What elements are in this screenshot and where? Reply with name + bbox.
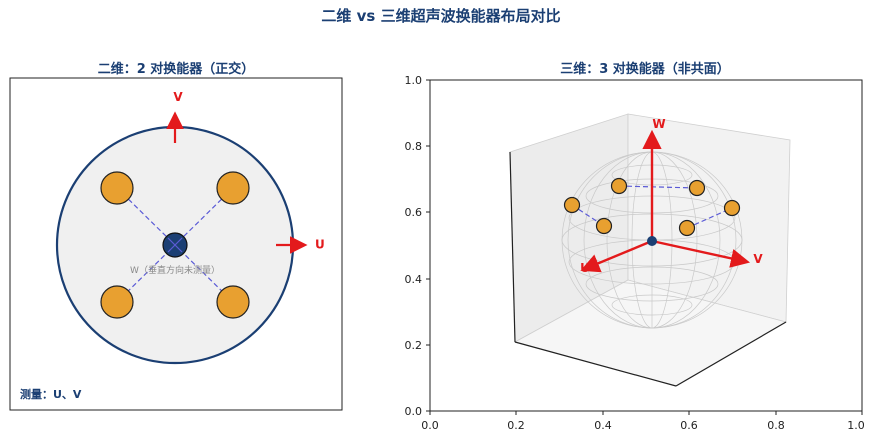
y-tick-label: 0.6 [405, 206, 423, 219]
u-axis-label: U [315, 238, 325, 252]
w-axis-label: W [652, 117, 665, 131]
x-ticks: 0.0 0.2 0.4 0.6 0.8 1.0 [421, 411, 865, 432]
panel-2d-title: 二维：2 对换能器（正交） [98, 61, 255, 77]
v-axis-arrow-3d [651, 239, 751, 268]
origin-dot [647, 236, 657, 246]
path-pair-a [571, 204, 605, 227]
x-tick-label: 0.0 [421, 419, 439, 432]
x-tick-label: 0.2 [507, 419, 525, 432]
v-axis-label: V [173, 90, 183, 104]
y-tick-label: 0.4 [405, 273, 423, 286]
transducer-top-right [216, 171, 250, 205]
transducer-bottom-left [100, 285, 134, 319]
y-tick-label: 0.2 [405, 339, 423, 352]
x-tick-label: 1.0 [847, 419, 865, 432]
transducer-3d-4 [688, 179, 706, 197]
y-tick-label: 0.0 [405, 405, 423, 418]
y-tick-label: 0.8 [405, 140, 423, 153]
transducer-3d-2 [595, 217, 613, 235]
measure-text: 测量：U、V [20, 387, 82, 401]
transducer-3d-1 [563, 196, 581, 214]
x-tick-label: 0.8 [767, 419, 785, 432]
transducer-3d-3 [610, 177, 628, 195]
center-cross [167, 237, 183, 253]
w-not-measured-note: W（垂直方向未测量） [130, 264, 220, 276]
y-ticks: 0.0 0.2 0.4 0.6 0.8 1.0 [405, 74, 430, 418]
u-axis-arrow-3d [580, 239, 653, 273]
transducer-top-left [100, 171, 134, 205]
v-axis-label-3d: V [753, 252, 763, 266]
panel-3d-title: 三维：3 对换能器（非共面） [560, 61, 730, 77]
transducer-paths-3d [571, 185, 733, 229]
transducer-bottom-right [216, 285, 250, 319]
u-axis-label-3d: U [580, 261, 590, 275]
x-tick-label: 0.6 [680, 419, 698, 432]
transducer-3d-5 [678, 219, 696, 237]
path-pair-c [686, 207, 733, 229]
figure-title: 二维 vs 三维超声波换能器布局对比 [321, 7, 560, 25]
y-tick-label: 1.0 [405, 74, 423, 87]
transducer-3d-6 [723, 199, 741, 217]
x-tick-label: 0.4 [594, 419, 612, 432]
path-pair-b [618, 185, 698, 189]
